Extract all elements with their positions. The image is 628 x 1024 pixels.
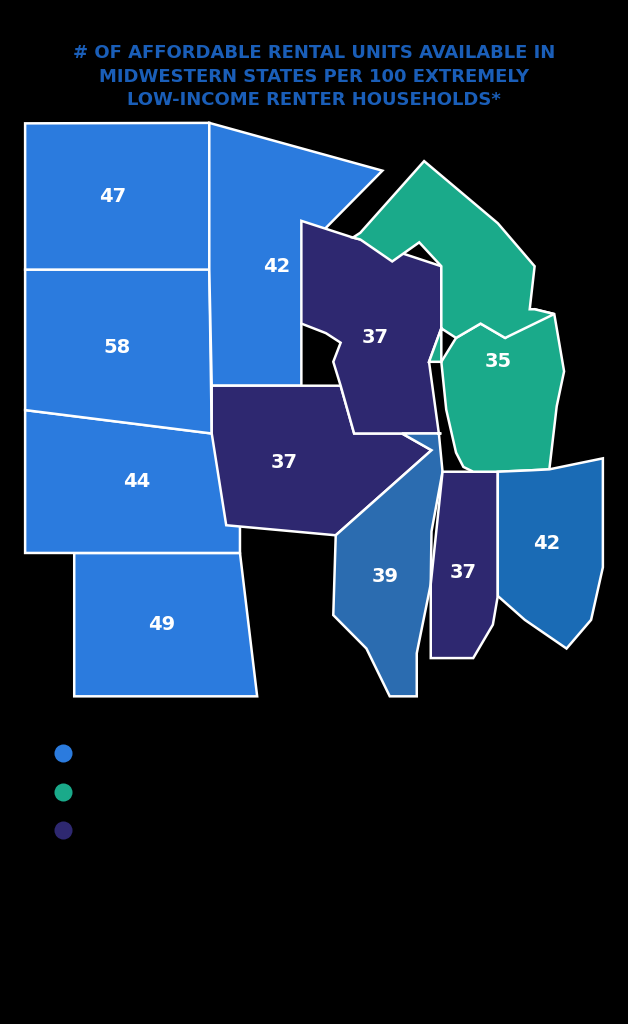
Polygon shape: [209, 123, 382, 386]
Text: 39: 39: [371, 567, 398, 587]
Text: # OF AFFORDABLE RENTAL UNITS AVAILABLE IN
MIDWESTERN STATES PER 100 EXTREMELY
LO: # OF AFFORDABLE RENTAL UNITS AVAILABLE I…: [73, 44, 555, 110]
Polygon shape: [25, 123, 209, 269]
Polygon shape: [441, 309, 564, 472]
Polygon shape: [498, 459, 603, 648]
Text: 42: 42: [533, 534, 561, 553]
Polygon shape: [212, 386, 431, 536]
Text: 35: 35: [484, 352, 511, 372]
Text: 58: 58: [104, 338, 131, 357]
Text: 49: 49: [148, 615, 175, 634]
Polygon shape: [74, 553, 257, 696]
Polygon shape: [301, 221, 441, 433]
Polygon shape: [25, 269, 212, 433]
Polygon shape: [25, 410, 240, 553]
Polygon shape: [431, 472, 498, 658]
Text: 44: 44: [123, 472, 151, 490]
Polygon shape: [333, 433, 443, 696]
Text: 37: 37: [362, 329, 389, 347]
Text: 37: 37: [271, 453, 298, 472]
Text: 37: 37: [450, 562, 477, 582]
Text: 47: 47: [99, 187, 126, 207]
Polygon shape: [353, 161, 555, 361]
Text: 42: 42: [263, 257, 290, 275]
